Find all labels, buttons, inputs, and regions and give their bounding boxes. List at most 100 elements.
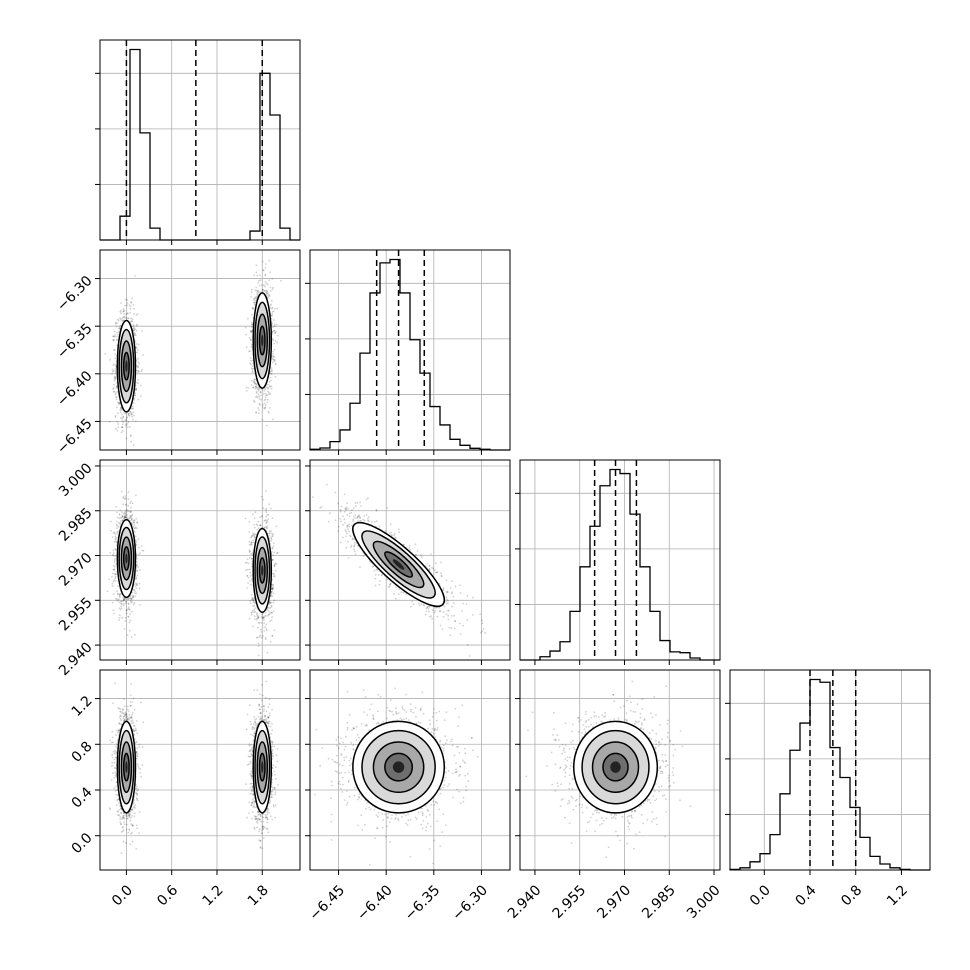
sample-point — [257, 412, 260, 414]
sample-point — [130, 305, 132, 308]
sample-point — [111, 536, 114, 539]
sample-point — [268, 293, 270, 296]
sample-point — [273, 565, 276, 567]
sample-point — [113, 377, 116, 380]
sample-point — [124, 497, 127, 500]
sample-point — [269, 376, 272, 379]
sample-point — [133, 414, 135, 417]
sample-point — [251, 307, 254, 309]
sample-point — [250, 613, 253, 616]
sample-point — [134, 334, 137, 337]
sample-point — [251, 321, 253, 324]
sample-point — [255, 618, 258, 621]
sample-point — [266, 525, 268, 528]
sample-point — [269, 286, 272, 289]
sample-point — [135, 517, 138, 520]
sample-point — [271, 330, 274, 333]
sample-point — [117, 327, 120, 330]
sample-point — [118, 616, 121, 619]
sample-point — [114, 427, 117, 430]
sample-point — [112, 552, 115, 555]
sample-point — [266, 514, 269, 516]
sample-point — [274, 362, 277, 365]
sample-point — [122, 319, 124, 322]
sample-point — [254, 289, 257, 292]
sample-point — [261, 284, 263, 287]
sample-point — [124, 504, 127, 506]
sample-point — [264, 406, 266, 409]
sample-point — [125, 417, 128, 419]
sample-point — [125, 514, 127, 517]
sample-point — [114, 573, 116, 575]
sample-point — [132, 596, 134, 599]
sample-point — [113, 540, 116, 543]
sample-point — [273, 319, 275, 321]
sample-point — [271, 337, 274, 340]
sample-point — [261, 290, 264, 293]
sample-point — [270, 373, 273, 375]
sample-point — [255, 412, 258, 414]
sample-point — [260, 622, 263, 624]
sample-point — [253, 299, 256, 301]
sample-point — [121, 317, 123, 320]
sample-point — [131, 518, 133, 521]
sample-point — [272, 356, 275, 359]
sample-point — [113, 349, 116, 352]
sample-point — [119, 318, 122, 321]
sample-point — [114, 376, 117, 378]
sample-point — [124, 514, 127, 517]
sample-point — [273, 355, 275, 357]
sample-point — [264, 636, 267, 639]
sample-point — [265, 263, 267, 265]
sample-point — [114, 535, 117, 538]
sample-point — [122, 316, 125, 318]
sample-point — [272, 353, 274, 355]
sample-point — [117, 585, 119, 588]
sample-point — [254, 378, 256, 381]
sample-point — [115, 367, 117, 370]
sample-point — [251, 553, 254, 556]
sample-point — [133, 307, 135, 310]
sample-point — [132, 304, 135, 306]
sample-point — [269, 385, 271, 387]
sample-point — [268, 412, 270, 414]
contour-line — [120, 536, 133, 581]
sample-point — [113, 339, 116, 342]
sample-point — [124, 424, 127, 427]
sample-point — [119, 417, 122, 419]
sample-point — [263, 619, 265, 621]
sample-point — [125, 609, 128, 612]
sample-point — [137, 357, 139, 360]
sample-point — [263, 389, 265, 392]
sample-point — [127, 602, 130, 605]
sample-point — [259, 391, 262, 394]
sample-point — [256, 289, 258, 292]
sample-point — [251, 534, 254, 537]
sample-point — [131, 522, 133, 525]
sample-point — [253, 301, 256, 304]
sample-point — [253, 533, 255, 535]
sample-point — [141, 330, 144, 332]
histogram-step — [309, 258, 510, 451]
sample-point — [251, 370, 254, 372]
sample-point — [127, 491, 130, 494]
contour-line — [116, 518, 137, 599]
sample-point — [118, 402, 121, 405]
sample-point — [123, 598, 125, 601]
sample-point — [268, 607, 270, 609]
sample-point — [133, 524, 136, 526]
sample-point — [136, 584, 139, 586]
sample-point — [246, 561, 248, 564]
sample-point — [130, 510, 133, 513]
sample-point — [135, 577, 137, 580]
sample-point — [265, 507, 268, 510]
sample-point — [129, 517, 132, 519]
sample-point — [115, 536, 118, 539]
sample-point — [258, 398, 261, 400]
sample-point — [251, 611, 254, 613]
sample-point — [115, 527, 118, 529]
sample-point — [134, 585, 137, 588]
sample-point — [255, 390, 258, 393]
sample-point — [255, 396, 257, 398]
sample-point — [135, 576, 138, 579]
